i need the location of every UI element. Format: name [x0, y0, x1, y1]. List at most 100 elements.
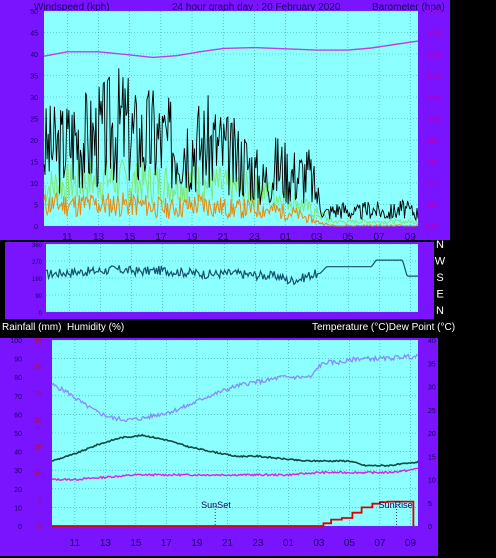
dewpoint-line	[51, 467, 418, 482]
rainfall-tick-label: 0	[38, 524, 42, 531]
rainfall-tick-label: 35	[34, 338, 42, 345]
temperature-tick-label: 20	[428, 431, 436, 438]
y-right-tick-label: 1010	[426, 74, 442, 81]
rainfall-tick-label: 5	[38, 497, 42, 504]
x-tick-label: 07	[373, 232, 385, 243]
barometer-axis-label: Barometer (hpa)	[372, 2, 445, 13]
x-tick-label: 19	[191, 538, 203, 549]
direction-tick-label: 270	[32, 260, 43, 266]
sunrise-label: SunRise	[379, 500, 413, 510]
humidity-tick-label: 0	[18, 524, 22, 531]
x-tick-label: 15	[130, 538, 142, 549]
wind-low-line	[43, 191, 419, 227]
y-left-tick-label: 45	[30, 31, 38, 38]
rainfall-axis-label: Rainfall (mm)	[2, 322, 61, 333]
humidity-tick-label: 50	[14, 431, 22, 438]
x-tick-label: 03	[311, 232, 323, 243]
x-tick-label: 05	[342, 232, 354, 243]
compass-label: N	[436, 239, 444, 251]
wind-series	[43, 40, 419, 227]
wind-axes: 11 13 15 17 19 21 23 01 03 05 07 090510152025303540…	[30, 9, 441, 243]
y-left-tick-label: 0	[34, 224, 38, 231]
humidity-tick-label: 90	[14, 357, 22, 364]
humidity-tick-label: 30	[14, 468, 22, 475]
wind-gust-line	[43, 68, 419, 222]
temperature-line	[51, 433, 419, 468]
x-tick-label: 19	[186, 232, 198, 243]
y-right-tick-label: 985	[426, 181, 438, 188]
humidity-axis-label: Humidity (%)	[67, 322, 124, 333]
x-tick-label: 05	[344, 538, 356, 549]
direction-axes: 360 270 180 90 0	[32, 243, 43, 317]
rainfall-line	[52, 500, 415, 527]
temperature-series	[51, 353, 419, 527]
y-right-tick-label: 975	[426, 224, 438, 231]
temperature-tick-label: 25	[428, 408, 436, 415]
humidity-tick-label: 40	[14, 450, 22, 457]
rainfall-tick-label: 10	[34, 471, 42, 478]
compass-label: W	[435, 256, 446, 268]
direction-series	[45, 259, 418, 286]
direction-grid	[46, 243, 418, 313]
rainfall-tick-label: 25	[34, 391, 42, 398]
x-tick-label: 09	[405, 232, 417, 243]
barometer-line	[43, 40, 419, 59]
compass-label: E	[436, 289, 443, 301]
rainfall-tick-label: 15	[34, 444, 42, 451]
temperature-axes: 11 13 15 17 19 21 23 01 03 05 07 090102030405060708…	[10, 338, 436, 549]
y-left-tick-label: 10	[30, 181, 38, 188]
direction-tick-label: 180	[32, 277, 43, 283]
y-right-tick-label: 1020	[426, 31, 442, 38]
compass-label: S	[436, 272, 443, 284]
x-tick-label: 11	[62, 232, 73, 243]
y-left-tick-label: 20	[30, 138, 38, 145]
y-right-tick-label: 995	[426, 138, 438, 145]
wind-direction-line	[45, 259, 418, 286]
x-tick-label: 13	[93, 232, 105, 243]
y-right-tick-label: 980	[426, 203, 438, 210]
y-left-tick-label: 40	[30, 52, 38, 59]
y-right-tick-label: 1015	[426, 52, 442, 59]
humidity-tick-label: 100	[10, 338, 22, 345]
temperature-tick-label: 30	[428, 385, 436, 392]
graph-title: 24 hour graph day : 20 February 2020	[172, 2, 341, 13]
y-left-tick-label: 5	[34, 203, 38, 210]
x-tick-label: 03	[313, 538, 325, 549]
x-tick-label: 11	[70, 538, 81, 549]
x-tick-label: 17	[155, 232, 167, 243]
rainfall-tick-label: 30	[34, 365, 42, 372]
y-left-tick-label: 50	[30, 9, 38, 16]
humidity-tick-label: 80	[14, 375, 22, 382]
y-right-tick-label: 990	[426, 160, 438, 167]
temperature-tick-label: 5	[428, 501, 432, 508]
x-tick-label: 01	[280, 232, 292, 243]
x-tick-label: 13	[100, 538, 112, 549]
y-left-tick-label: 15	[30, 160, 38, 167]
temperature-tick-label: 35	[428, 361, 436, 368]
windspeed-axis-label: Windspeed (kph)	[34, 2, 110, 13]
compass-label: N	[436, 305, 444, 317]
x-tick-label: 15	[124, 232, 136, 243]
x-tick-label: 09	[405, 538, 417, 549]
humidity-tick-label: 10	[14, 505, 22, 512]
direction-tick-label: 360	[32, 243, 43, 249]
x-tick-label: 21	[218, 232, 230, 243]
x-tick-label: 01	[283, 538, 295, 549]
x-tick-label: 07	[374, 538, 386, 549]
y-left-tick-label: 25	[30, 117, 38, 124]
humidity-tick-label: 60	[14, 412, 22, 419]
sunset-label: SunSet	[201, 500, 231, 510]
y-right-tick-label: 1025	[426, 9, 442, 16]
humidity-tick-label: 70	[14, 394, 22, 401]
x-tick-label: 17	[161, 538, 173, 549]
direction-tick-label: 90	[35, 294, 42, 300]
y-left-tick-label: 30	[30, 95, 38, 102]
x-tick-label: 23	[249, 232, 261, 243]
temperature-axis-label: Temperature (°C)Dew Point (°C)	[312, 322, 455, 333]
x-tick-label: 21	[222, 538, 234, 549]
direction-tick-label: 0	[39, 311, 43, 317]
y-right-tick-label: 1000	[426, 117, 442, 124]
y-left-tick-label: 35	[30, 74, 38, 81]
rainfall-tick-label: 20	[34, 418, 42, 425]
